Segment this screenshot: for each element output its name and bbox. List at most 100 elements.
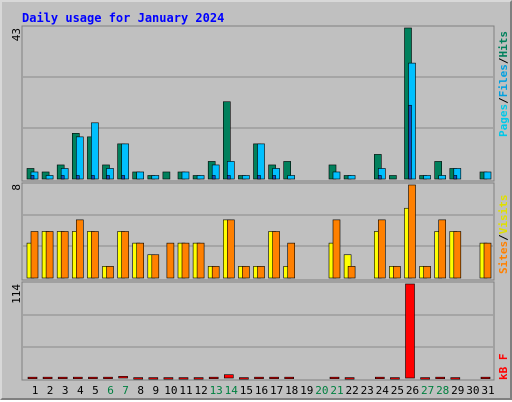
bar-sites [453, 231, 462, 279]
day-label: 1 [32, 384, 39, 397]
panel-hits-max-label: 43 [10, 28, 23, 41]
day-label: 12 [194, 384, 207, 397]
day-label: 8 [137, 384, 144, 397]
bar-sites [408, 184, 416, 279]
bar-files [332, 171, 341, 180]
bar-kbytes [178, 377, 189, 380]
bar-sites [347, 266, 356, 279]
chart-title: Daily usage for January 2024 [22, 11, 224, 25]
axis-label-hits: Hits [497, 31, 510, 58]
bar-sites [45, 231, 54, 279]
bar-files [121, 143, 129, 180]
bar-hits [283, 161, 292, 180]
bar-files [423, 175, 431, 180]
bar-kbytes [148, 377, 159, 380]
bar-hits [162, 171, 171, 180]
bar-files [242, 175, 250, 180]
bar-files [60, 168, 69, 180]
bar-sites [438, 219, 447, 279]
day-label: 24 [376, 384, 390, 397]
bar-sites [106, 266, 114, 279]
bar-files [438, 175, 447, 180]
bar-files [483, 171, 492, 180]
bar-files [211, 164, 220, 180]
day-label: 18 [285, 384, 298, 397]
bar-sites [227, 219, 235, 279]
bar-files [106, 168, 114, 180]
bars [26, 27, 492, 380]
panel-kbytes-bg [21, 281, 495, 381]
panel-visits-max-label: 8 [10, 184, 23, 191]
bar-sites [393, 266, 401, 279]
day-label: 4 [77, 384, 84, 397]
bar-kbytes [224, 374, 234, 379]
bar-kbytes [118, 376, 128, 379]
day-label: 29 [451, 384, 464, 397]
bar-files [347, 175, 356, 180]
bar-sites [377, 219, 386, 279]
bar-pages [272, 175, 276, 180]
bar-sites [136, 242, 144, 279]
day-label: 11 [179, 384, 192, 397]
bar-kbytes [88, 376, 98, 379]
axis-label-sites: Sites [497, 241, 510, 274]
bar-sites [272, 231, 280, 279]
day-label: 21 [330, 384, 343, 397]
day-label: 26 [406, 384, 419, 397]
bar-kbytes [284, 376, 295, 379]
bar-hits [389, 175, 397, 180]
bar-sites [121, 231, 129, 279]
bar-kbytes [374, 376, 385, 379]
axis-label-sites-visits: Sites/Visits [497, 195, 510, 275]
bar-sites [196, 242, 205, 279]
day-label: 25 [391, 384, 404, 397]
panel-kbytes-max-label: 114 [10, 284, 23, 304]
bar-sites [483, 242, 492, 279]
bar-sites [166, 242, 175, 279]
day-label: 2 [47, 384, 54, 397]
bar-kbytes [42, 376, 53, 379]
bar-kbytes [329, 376, 340, 379]
bar-pages [257, 175, 261, 180]
bar-kbytes [405, 283, 415, 379]
bar-pages [211, 175, 216, 180]
day-label: 15 [240, 384, 253, 397]
axis-label-files: Files [497, 64, 510, 97]
bar-kbytes [450, 377, 461, 380]
bar-kbytes [133, 377, 143, 380]
day-labels: 1 2 3 4 5 6 7 8 9 10 11 12 13 14 15 16 17 18 19 20 21 22 23 24 2… [32, 384, 495, 397]
day-label: 30 [466, 384, 479, 397]
day-label: 27 [421, 384, 434, 397]
day-label: 23 [361, 384, 374, 397]
bar-sites [257, 266, 265, 279]
bar-sites [332, 219, 341, 279]
bar-pages [60, 175, 65, 180]
bar-kbytes [480, 376, 491, 379]
day-label: 7 [122, 384, 129, 397]
bar-kbytes [269, 376, 279, 379]
bar-files [181, 171, 190, 180]
axis-label-visits: Visits [497, 195, 510, 235]
bar-files [453, 168, 462, 180]
day-label: 14 [225, 384, 239, 397]
bar-pages [30, 175, 35, 180]
bar-sites [60, 231, 69, 279]
bar-files [227, 161, 235, 180]
bar-kbytes [420, 377, 430, 380]
day-label: 16 [255, 384, 268, 397]
day-label: 22 [345, 384, 358, 397]
day-label: 28 [436, 384, 449, 397]
day-label: 31 [481, 384, 494, 397]
bar-sites [76, 219, 84, 279]
bar-sites [211, 266, 220, 279]
day-label: 3 [62, 384, 69, 397]
bar-pages [91, 175, 95, 180]
bar-kbytes [208, 376, 219, 379]
bar-files [272, 168, 280, 180]
day-label: 9 [152, 384, 159, 397]
bar-files [196, 175, 205, 180]
bar-kbytes [239, 377, 249, 380]
bar-files [45, 175, 54, 180]
